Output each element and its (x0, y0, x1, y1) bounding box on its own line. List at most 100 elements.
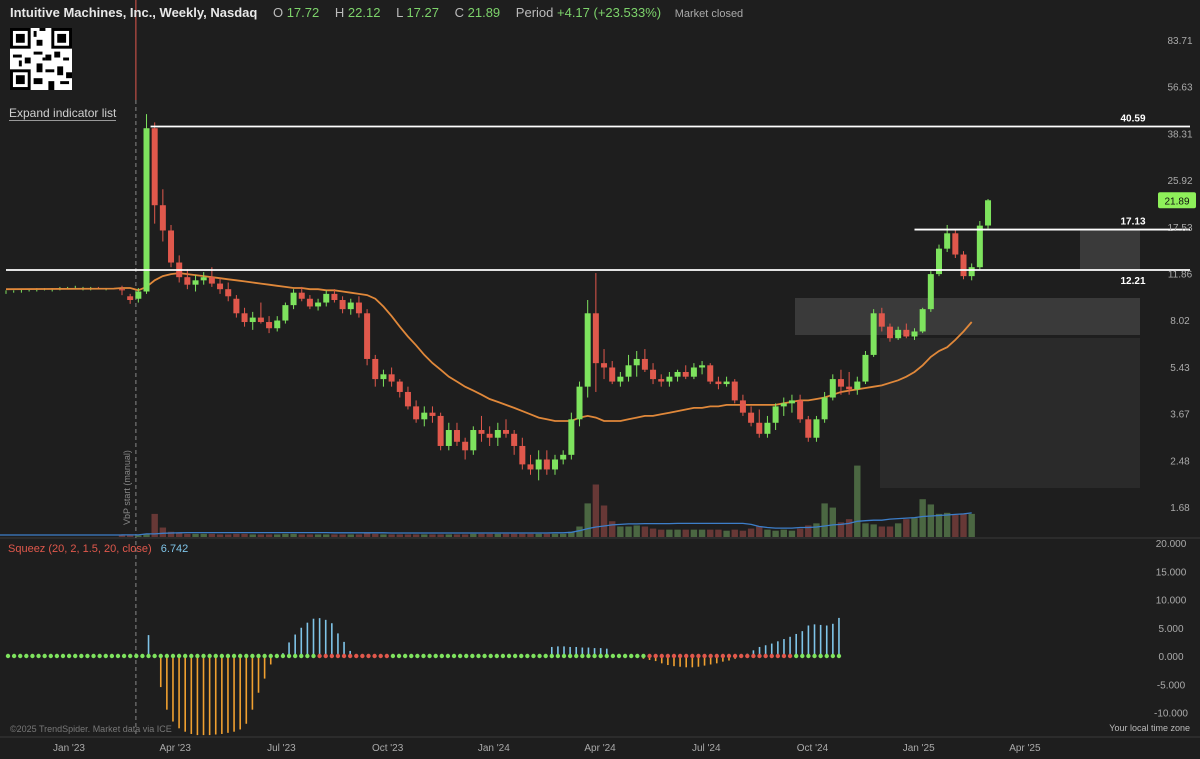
volume-profile-block (880, 338, 1140, 488)
volume-bar (764, 529, 771, 537)
volume-bar (878, 526, 886, 537)
volume-bar (421, 534, 428, 537)
candle-body (985, 200, 992, 226)
squeeze-dot (806, 653, 811, 659)
squeeze-dot (500, 653, 506, 659)
candle-body (944, 233, 951, 249)
candle-body (731, 381, 738, 401)
squeeze-dot (182, 653, 188, 659)
squeeze-dot (769, 653, 774, 659)
squeeze-dot (24, 653, 29, 659)
volume-bar (486, 533, 493, 537)
squeeze-dot (464, 653, 469, 659)
volume-bar (314, 534, 322, 537)
candle-body (233, 298, 240, 314)
candle-body (552, 459, 559, 470)
squeeze-dot (732, 653, 738, 659)
candle-body (911, 331, 918, 337)
squeeze-dot (146, 653, 151, 659)
volume-bar (265, 534, 273, 537)
volume-bar (576, 526, 583, 537)
candle-body (837, 379, 844, 387)
candle-body (241, 313, 248, 323)
squeeze-dot (292, 653, 298, 659)
volume-bar (927, 504, 935, 537)
copyright-text: ©2025 TrendSpider. Market data via ICE (10, 724, 172, 734)
squeeze-dot (134, 653, 139, 659)
volume-bar (772, 530, 779, 537)
candle-body (437, 415, 444, 446)
volume-bar (208, 533, 216, 537)
low-value: 17.27 (406, 5, 439, 20)
squeeze-dot (354, 653, 359, 659)
squeeze-dot (781, 653, 787, 659)
volume-bar (829, 507, 836, 537)
squeeze-dot (586, 653, 591, 659)
volume-bar (682, 529, 689, 537)
squeeze-dot (793, 653, 799, 659)
volume-bar (919, 499, 926, 537)
squeeze-dot (555, 653, 561, 659)
candle-body (748, 412, 755, 423)
close-label: C (454, 5, 464, 20)
squeeze-dot (641, 653, 646, 659)
squeeze-dot (384, 653, 390, 659)
chart-title: Intuitive Machines, Inc., Weekly, Nasdaq (10, 5, 258, 20)
volume-bar (592, 484, 600, 537)
squeeze-dot (635, 653, 640, 659)
squeeze-dot (677, 653, 683, 659)
volume-bar (543, 533, 551, 537)
volume-bar (216, 534, 224, 537)
candle-body (960, 254, 967, 277)
candle-body (878, 313, 885, 327)
squeeze-dot (189, 653, 194, 659)
volume-bar (233, 533, 240, 537)
candle-body (184, 277, 191, 285)
squeeze-dot (396, 653, 402, 659)
candle-body (715, 381, 722, 385)
squeeze-axis-tick: -10.000 (1154, 709, 1188, 720)
candle-body (609, 367, 616, 382)
volume-bar (535, 533, 542, 537)
candle-body (208, 277, 215, 284)
volume-bar (805, 525, 812, 537)
volume-bar (274, 534, 281, 537)
candle-body (821, 397, 828, 420)
volume-bar (666, 529, 673, 537)
price-axis-tick: 83.71 (1167, 36, 1192, 47)
squeeze-dot (610, 653, 616, 659)
candle-body (135, 291, 142, 299)
candle-body (200, 277, 207, 281)
candle-body (151, 128, 158, 206)
price-axis-tick: 11.86 (1168, 269, 1193, 280)
candle-body (682, 372, 689, 377)
candle-body (690, 367, 697, 377)
squeeze-dot (580, 653, 585, 659)
squeeze-dot (525, 653, 530, 659)
volume-bar (568, 531, 575, 537)
candle-body (445, 430, 452, 446)
price-axis-tick: 5.43 (1170, 363, 1190, 374)
volume-bar (118, 535, 126, 537)
period-value: +4.17 (+23.533%) (557, 5, 662, 20)
price-level-label: 40.59 (1120, 113, 1145, 124)
candle-body (331, 293, 338, 300)
candle-body (699, 365, 706, 368)
squeeze-dot (684, 653, 689, 659)
time-axis-tick: Oct '23 (372, 743, 404, 754)
squeeze-dot (543, 653, 548, 659)
expand-indicator-list-link[interactable]: Expand indicator list (9, 106, 117, 121)
volume-bar (290, 533, 297, 537)
volume-bar (813, 523, 820, 537)
squeeze-axis-tick: -5.000 (1157, 680, 1186, 691)
volume-bar (707, 529, 714, 537)
squeeze-dot (702, 653, 707, 659)
squeeze-dot (622, 653, 628, 659)
squeeze-dot (158, 653, 163, 659)
volume-bar (298, 534, 305, 537)
squeeze-dot (415, 653, 420, 659)
price-level-label: 17.13 (1120, 217, 1145, 228)
candle-body (919, 309, 926, 332)
candle-body (527, 464, 534, 470)
volume-bar (347, 534, 354, 537)
